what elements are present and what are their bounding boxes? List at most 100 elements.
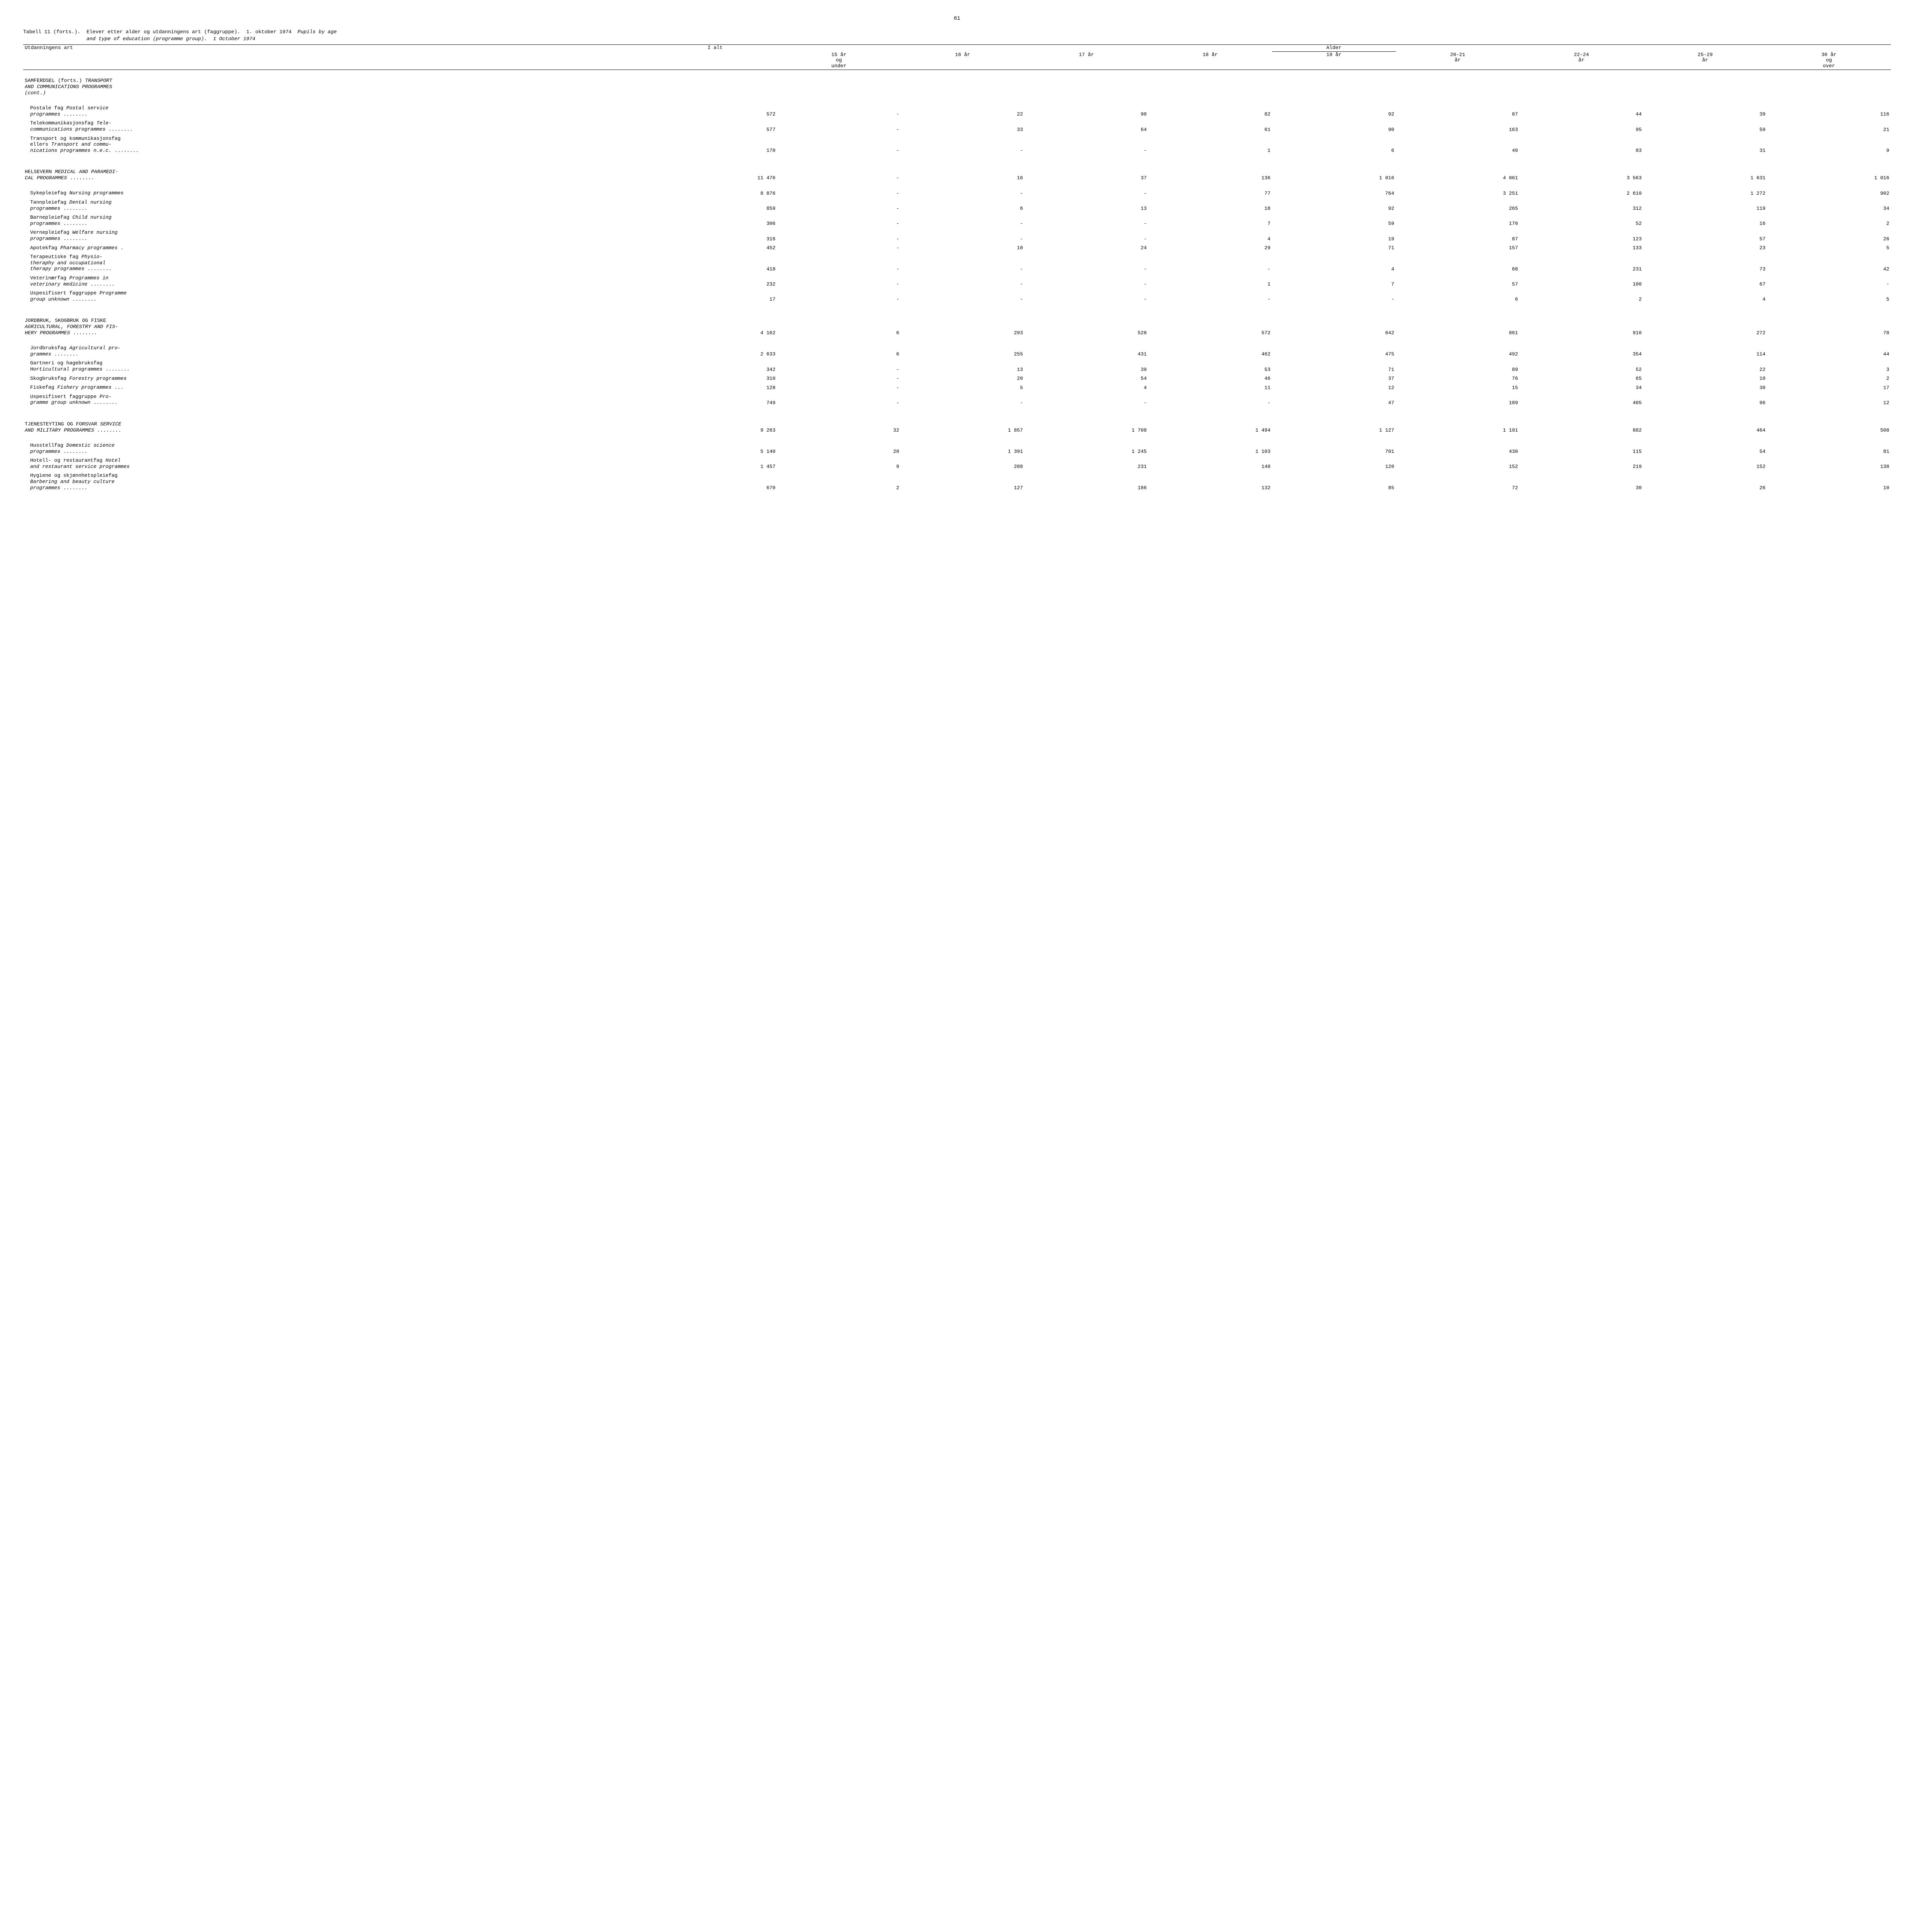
cell: 64 [1024, 119, 1148, 134]
cell: 12 [1272, 383, 1396, 392]
cell: 1 457 [653, 456, 777, 471]
cell: 418 [653, 252, 777, 274]
cell: 47 [1272, 392, 1396, 407]
col-19: 19 år [1272, 52, 1396, 70]
table-row: Fiskefag Fishery programmes ...128-54111… [23, 383, 1891, 392]
cell: 30 [1643, 383, 1767, 392]
cell: - [1148, 392, 1272, 407]
cell: 92 [1272, 104, 1396, 119]
cell: 13 [901, 359, 1024, 374]
cell: 3 [1767, 359, 1891, 374]
cell: 90 [1272, 119, 1396, 134]
row-label: Apotekfag Pharmacy programmes . [23, 243, 653, 253]
cell: 157 [1396, 243, 1519, 253]
cell: 71 [1272, 359, 1396, 374]
cell: - [777, 374, 901, 383]
cell: 72 [1396, 471, 1519, 492]
cell: 1 631 [1643, 161, 1767, 182]
cell: - [1024, 213, 1148, 228]
cell: - [1024, 189, 1148, 198]
cell: 44 [1519, 104, 1643, 119]
cell: 462 [1148, 344, 1272, 359]
row-label: SAMFERDSEL (forts.) TRANSPORTAND COMMUNI… [23, 70, 653, 97]
cell: 78 [1767, 310, 1891, 337]
cell [1396, 70, 1519, 97]
cell: 95 [1519, 119, 1643, 134]
cell: 2 [1519, 289, 1643, 304]
cell: - [1024, 134, 1148, 155]
col-16: 16 år [901, 52, 1024, 70]
cell: 40 [1396, 134, 1519, 155]
cell: 10 [1643, 374, 1767, 383]
cell: 642 [1272, 310, 1396, 337]
cell: - [777, 392, 901, 407]
cell: 16 [1643, 213, 1767, 228]
cell: - [901, 289, 1024, 304]
cell: - [901, 252, 1024, 274]
table-row: Transport og kommunikasjonsfagellers Tra… [23, 134, 1891, 155]
cell [901, 70, 1024, 97]
cell: 4 061 [1396, 161, 1519, 182]
cell: - [777, 274, 901, 289]
cell: 572 [1148, 310, 1272, 337]
row-label: Sykepleiefag Nursing programmes [23, 189, 653, 198]
cell: - [777, 252, 901, 274]
cell: 82 [1148, 104, 1272, 119]
row-label: Telekommunikasjonsfag Tele-communication… [23, 119, 653, 134]
cell: - [901, 392, 1024, 407]
cell: 670 [653, 471, 777, 492]
cell: - [777, 228, 901, 243]
cell: 342 [653, 359, 777, 374]
cell: 87 [1396, 228, 1519, 243]
cell: 29 [1148, 243, 1272, 253]
cell: 13 [1024, 198, 1148, 213]
row-label: TJENESTEYTING OG FORSVAR SERVICEAND MILI… [23, 413, 653, 435]
table-row: Hotell- og restaurantfag Hoteland restau… [23, 456, 1891, 471]
cell: - [901, 189, 1024, 198]
cell: 33 [901, 119, 1024, 134]
cell: 508 [1767, 413, 1891, 435]
cell: 54 [1024, 374, 1148, 383]
cell: - [1024, 289, 1148, 304]
cell: 39 [1643, 104, 1767, 119]
page-number: 61 [23, 15, 1891, 22]
cell: 85 [1272, 471, 1396, 492]
cell: 127 [901, 471, 1024, 492]
cell: 306 [653, 213, 777, 228]
table-row: Husstellfag Domestic scienceprogrammes .… [23, 441, 1891, 456]
table-row: Apotekfag Pharmacy programmes .452-10242… [23, 243, 1891, 253]
cell: 861 [1396, 310, 1519, 337]
cell: 316 [653, 228, 777, 243]
cell: 255 [901, 344, 1024, 359]
cell: 50 [1643, 119, 1767, 134]
cell: 4 [1148, 228, 1272, 243]
row-label: Uspesifisert faggruppe Pro-gramme group … [23, 392, 653, 407]
cell: 9 263 [653, 413, 777, 435]
cell: 115 [1519, 441, 1643, 456]
cell: - [1272, 289, 1396, 304]
cell: 3 251 [1396, 189, 1519, 198]
cell: 9 [1767, 134, 1891, 155]
title-main: Tabell 11 (forts.). Elever etter alder o… [23, 29, 298, 35]
cell: - [1148, 252, 1272, 274]
cell: - [901, 274, 1024, 289]
cell: 4 [1272, 252, 1396, 274]
cell: 231 [1024, 456, 1148, 471]
cell: 2 610 [1519, 189, 1643, 198]
cell: 288 [901, 456, 1024, 471]
cell: 116 [1767, 104, 1891, 119]
cell: 8 876 [653, 189, 777, 198]
row-label: Skogbruksfag Forestry programmes [23, 374, 653, 383]
cell: - [901, 213, 1024, 228]
cell: 1 103 [1148, 441, 1272, 456]
row-label: Barnepleiefag Child nursingprogrammes ..… [23, 213, 653, 228]
table-row: Uspesifisert faggruppe Programmegroup un… [23, 289, 1891, 304]
cell: 31 [1643, 134, 1767, 155]
cell: 430 [1396, 441, 1519, 456]
row-label: Vernepleiefag Welfare nursingprogrammes … [23, 228, 653, 243]
cell: 7 [1272, 274, 1396, 289]
cell: 902 [1767, 189, 1891, 198]
table-row [23, 155, 1891, 161]
cell: 16 [901, 161, 1024, 182]
cell: 749 [653, 392, 777, 407]
